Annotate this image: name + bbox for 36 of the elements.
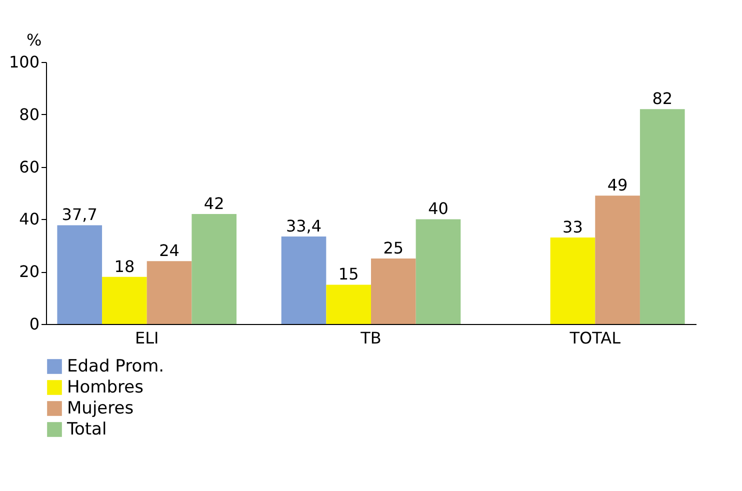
bar <box>640 109 685 324</box>
data-label: 42 <box>204 194 224 213</box>
bar <box>416 219 461 324</box>
legend-label: Hombres <box>67 378 144 398</box>
bar <box>550 238 596 324</box>
y-tick-label: 20 <box>19 262 40 282</box>
data-label: 82 <box>652 89 673 108</box>
bar <box>281 236 326 324</box>
data-label: 49 <box>607 176 628 195</box>
data-label: 33 <box>562 218 583 237</box>
y-axis-title: % <box>26 30 42 50</box>
data-label: 24 <box>159 241 180 260</box>
bar <box>326 284 371 324</box>
bar <box>57 225 102 324</box>
legend-label: Total <box>66 420 107 440</box>
legend-label: Mujeres <box>67 398 134 418</box>
data-label: 18 <box>114 256 135 276</box>
y-tick-label: 60 <box>19 157 40 176</box>
legend-label: Edad Prom. <box>67 356 164 376</box>
data-label: 15 <box>338 264 359 284</box>
data-label: 37,7 <box>62 205 98 224</box>
y-tick-label: 0 <box>29 314 40 334</box>
bar <box>371 258 416 324</box>
x-tick-label: ELI <box>134 328 159 348</box>
bar <box>192 214 237 324</box>
data-label: 33,4 <box>286 216 322 236</box>
data-label: 40 <box>428 199 448 218</box>
x-tick-label: TB <box>360 328 382 348</box>
bar <box>595 196 640 324</box>
bar <box>146 261 192 324</box>
x-tick-label: TOTAL <box>568 328 621 348</box>
data-label: 25 <box>383 238 404 258</box>
bar <box>102 276 147 324</box>
y-tick-label: 100 <box>8 52 40 72</box>
y-tick-label: 40 <box>19 210 40 229</box>
y-tick-label: 80 <box>19 104 40 124</box>
